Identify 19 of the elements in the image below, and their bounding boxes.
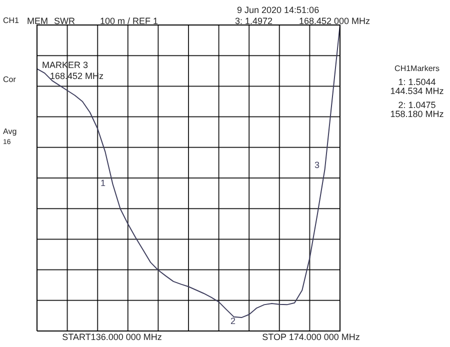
text: 158.180 MHz [390, 109, 444, 119]
text: 2: 1.0475 [398, 100, 436, 110]
annotation: 168.452 000 MHz [299, 16, 371, 26]
annotation: 2 [230, 316, 236, 326]
y-axis-title: SWR [54, 16, 76, 26]
text: 144.534 MHz [390, 86, 444, 96]
annotation: MEM [27, 16, 48, 26]
text: STOP 174.000 000 MHz [262, 332, 360, 342]
annotation: 100 m / REF 1 [100, 16, 158, 26]
text: 1: 1.5044 [398, 77, 436, 87]
text: CH1 [3, 16, 20, 25]
annotation: 3 [314, 160, 320, 170]
text: Avg [3, 127, 17, 136]
text: 9 Jun 2020 14:51:06 [237, 5, 320, 15]
text: START136.000 000 MHz [62, 332, 162, 342]
annotation: 1 [100, 178, 106, 188]
text: CH1Markers [394, 64, 440, 73]
annotation: 3: 1.4972 [235, 16, 273, 26]
text: Cor [3, 75, 16, 84]
